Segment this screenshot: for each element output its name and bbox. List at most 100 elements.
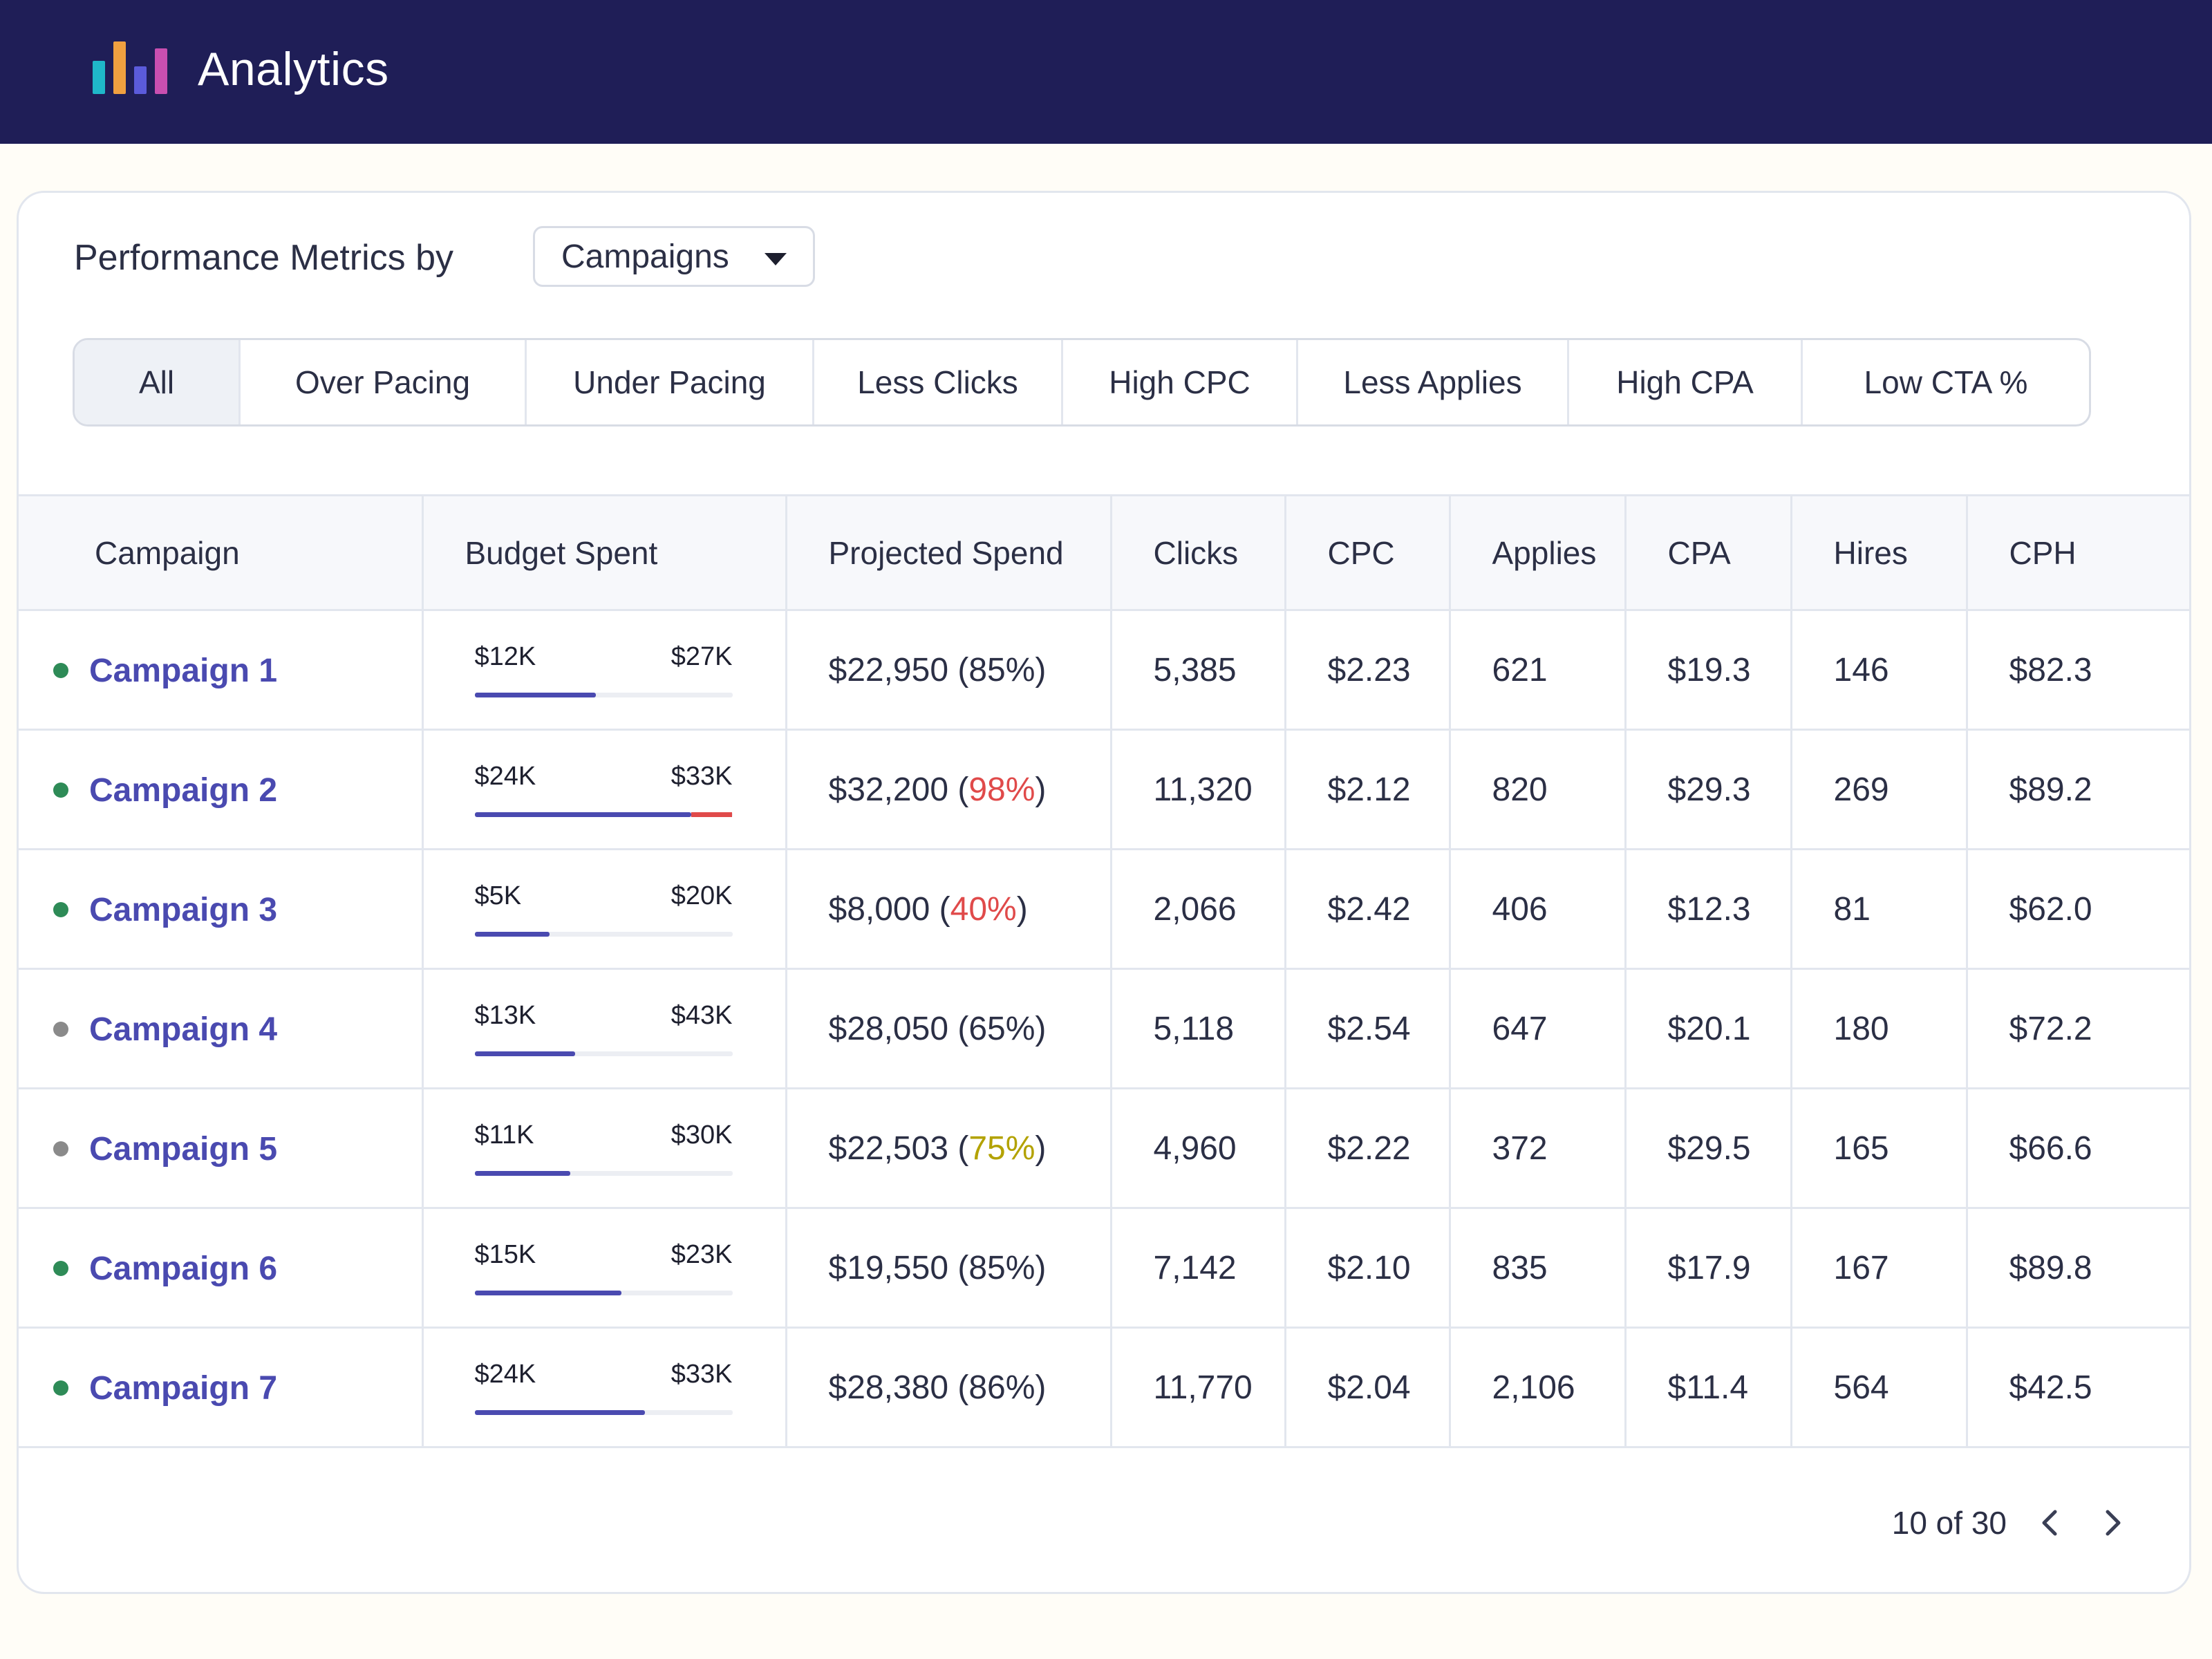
- cph-cell: $72.2: [1965, 968, 2189, 1089]
- column-header-cpa[interactable]: CPA: [1624, 494, 1792, 611]
- budget-spent-cell: $24K $33K: [421, 729, 787, 850]
- cph-cell: $42.5: [1965, 1327, 2189, 1448]
- logo-bar: [155, 48, 167, 94]
- filter-tab-low-cta[interactable]: Low CTA %: [1864, 364, 2028, 400]
- hires-cell: 81: [1790, 848, 1968, 970]
- cpa-cell: $12.3: [1624, 848, 1792, 970]
- campaign-link[interactable]: Campaign 7: [89, 1369, 278, 1407]
- app-title: Analytics: [198, 43, 389, 95]
- column-header-cpc[interactable]: CPC: [1284, 494, 1451, 611]
- budget-spent-cell: $24K $33K: [421, 1327, 787, 1448]
- filter-tab-under-pacing[interactable]: Under Pacing: [527, 340, 814, 424]
- table-row: Campaign 3 $5K $20K $8,000 (40%) 2,066 $2.42 4…: [19, 848, 2189, 970]
- status-dot-icon: [53, 1022, 68, 1038]
- budget-progress-fill: [474, 812, 691, 817]
- caret-down-icon: [765, 253, 787, 265]
- filter-tab-less-clicks[interactable]: Less Clicks: [814, 340, 1063, 424]
- chevron-left-icon[interactable]: [2029, 1502, 2070, 1544]
- projected-spend-value: $28,380: [828, 1369, 949, 1406]
- filter-tab-over-pacing[interactable]: Over Pacing: [241, 340, 527, 424]
- campaign-link[interactable]: Campaign 1: [89, 652, 278, 689]
- status-dot-icon: [53, 1261, 68, 1277]
- column-header-projected-spend[interactable]: Projected Spend: [785, 494, 1112, 611]
- projected-spend-cell: $22,503 (75%): [785, 1087, 1112, 1209]
- performance-metrics-card: Performance Metrics by Campaigns All Over…: [17, 191, 2191, 1594]
- filter-tab-less-applies[interactable]: Less Applies: [1298, 340, 1569, 424]
- clicks-cell: 5,118: [1109, 968, 1286, 1089]
- chevron-right-icon[interactable]: [2092, 1502, 2134, 1544]
- column-header-cph[interactable]: CPH: [1965, 494, 2189, 611]
- budget-progress-bar: [474, 812, 733, 817]
- applies-cell: 406: [1448, 848, 1627, 970]
- applies-cell: 372: [1448, 1087, 1627, 1209]
- budget-progress-bar: [474, 1410, 733, 1415]
- status-dot-icon: [53, 663, 68, 679]
- hires-cell: 564: [1790, 1327, 1968, 1448]
- projected-spend-value: $22,950: [828, 651, 949, 688]
- projected-spend-percent: 40%: [950, 890, 1017, 928]
- clicks-cell: 11,770: [1109, 1327, 1286, 1448]
- pagination-label: 10 of 30: [1891, 1505, 2007, 1541]
- hires-cell: 146: [1790, 609, 1968, 731]
- projected-spend-percent: 85%: [968, 1249, 1035, 1286]
- projected-spend-percent: 98%: [968, 771, 1035, 808]
- clicks-cell: 11,320: [1109, 729, 1286, 850]
- table-body: Campaign 1 $12K $27K $22,950 (85%) 5,385 $2.2…: [19, 609, 2189, 1448]
- table-row: Campaign 6 $15K $23K $19,550 (85%) 7,142 $2.1…: [19, 1207, 2189, 1329]
- logo-bar: [134, 66, 147, 94]
- applies-cell: 835: [1448, 1207, 1627, 1329]
- cpc-cell: $2.42: [1284, 848, 1451, 970]
- campaign-cell: Campaign 2: [19, 729, 424, 850]
- table-row: Campaign 5 $11K $30K $22,503 (75%) 4,960 $2.2…: [19, 1087, 2189, 1209]
- campaign-link[interactable]: Campaign 2: [89, 771, 278, 809]
- group-by-dropdown[interactable]: Campaigns: [533, 226, 815, 287]
- column-header-hires[interactable]: Hires: [1790, 494, 1968, 611]
- cpa-cell: $11.4: [1624, 1327, 1792, 1448]
- status-dot-icon: [53, 1141, 68, 1157]
- budget-progress-fill: [474, 932, 550, 937]
- campaign-cell: Campaign 4: [19, 968, 424, 1089]
- budget-spent-cell: $5K $20K: [421, 848, 787, 970]
- campaign-link[interactable]: Campaign 6: [89, 1250, 278, 1287]
- budget-progress-fill: [474, 1171, 570, 1176]
- pagination: 10 of 30: [1892, 1495, 2134, 1550]
- cpc-cell: $2.12: [1284, 729, 1451, 850]
- cph-cell: $89.8: [1965, 1207, 2189, 1329]
- campaign-cell: Campaign 3: [19, 848, 424, 970]
- campaign-link[interactable]: Campaign 4: [89, 1011, 278, 1048]
- column-header-applies[interactable]: Applies: [1448, 494, 1627, 611]
- status-dot-icon: [53, 1380, 68, 1396]
- filter-tab-high-cpa[interactable]: High CPA: [1569, 340, 1803, 424]
- cpa-cell: $19.3: [1624, 609, 1792, 731]
- campaign-cell: Campaign 6: [19, 1207, 424, 1329]
- cpa-cell: $29.3: [1624, 729, 1792, 850]
- budget-progress-fill: [474, 1051, 575, 1056]
- budget-spent-cell: $13K $43K: [421, 968, 787, 1089]
- table-row: Campaign 7 $24K $33K $28,380 (86%) 11,770 $2.…: [19, 1327, 2189, 1448]
- budget-spent-value: $15K: [474, 1240, 536, 1269]
- campaign-link[interactable]: Campaign 5: [89, 1130, 278, 1168]
- projected-spend-cell: $19,550 (85%): [785, 1207, 1112, 1329]
- budget-progress-bar: [474, 1171, 733, 1176]
- column-header-clicks[interactable]: Clicks: [1109, 494, 1286, 611]
- filter-tab-all[interactable]: All: [75, 340, 241, 424]
- cpa-cell: $17.9: [1624, 1207, 1792, 1329]
- cph-cell: $66.6: [1965, 1087, 2189, 1209]
- column-header-campaign[interactable]: Campaign: [19, 494, 424, 611]
- budget-progress-fill: [474, 1410, 645, 1415]
- projected-spend-value: $28,050: [828, 1010, 949, 1047]
- column-header-budget-spent[interactable]: Budget Spent: [421, 494, 787, 611]
- budget-spent-value: $24K: [474, 762, 536, 791]
- cpa-cell: $29.5: [1624, 1087, 1792, 1209]
- projected-spend-percent: 85%: [968, 651, 1035, 688]
- applies-cell: 647: [1448, 968, 1627, 1089]
- cph-cell: $89.2: [1965, 729, 2189, 850]
- budget-total-value: $20K: [671, 881, 733, 910]
- filter-tab-high-cpc[interactable]: High CPC: [1063, 340, 1298, 424]
- campaign-cell: Campaign 5: [19, 1087, 424, 1209]
- campaign-link[interactable]: Campaign 3: [89, 891, 278, 928]
- clicks-cell: 5,385: [1109, 609, 1286, 731]
- hires-cell: 167: [1790, 1207, 1968, 1329]
- bar-chart-logo-icon: [93, 33, 170, 94]
- projected-spend-value: $22,503: [828, 1130, 949, 1167]
